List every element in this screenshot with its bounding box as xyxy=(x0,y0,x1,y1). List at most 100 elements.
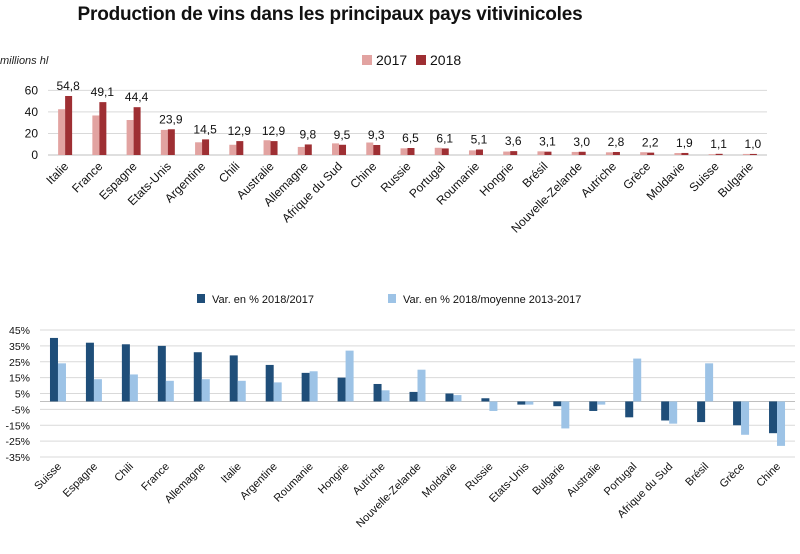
bar-var-moyenne xyxy=(93,379,102,402)
data-label: 1,0 xyxy=(745,137,762,151)
legend-swatch-2017 xyxy=(362,55,372,65)
bar-var-moyenne xyxy=(237,380,246,402)
bar-2018 xyxy=(236,141,244,155)
bar-var-2017 xyxy=(697,401,706,423)
bar-var-2017 xyxy=(157,345,166,402)
legend-label-var-2017: Var. en % 2018/2017 xyxy=(212,294,314,306)
bar-2018 xyxy=(749,153,757,155)
bar-var-moyenne xyxy=(165,380,174,402)
bar-2017 xyxy=(571,151,579,155)
bar-var-2017 xyxy=(553,401,562,407)
bar-2018 xyxy=(715,153,723,155)
bar-var-moyenne xyxy=(273,382,282,402)
bar-2018 xyxy=(133,107,141,155)
data-label: 3,0 xyxy=(573,135,590,149)
data-label: 54,8 xyxy=(56,79,80,93)
y-tick-label: 5% xyxy=(15,389,30,401)
x-tick-label: Roumanie xyxy=(272,461,316,505)
y-tick-label: 45% xyxy=(9,325,30,337)
bar-var-moyenne xyxy=(561,401,570,429)
y-tick-label: 15% xyxy=(9,373,30,385)
legend-swatch-var-2017 xyxy=(197,294,205,303)
bar-var-2017 xyxy=(481,398,490,402)
page-title: Production de vins dans les principaux p… xyxy=(77,4,583,25)
data-label: 1,1 xyxy=(710,137,727,151)
bar-var-moyenne xyxy=(669,401,678,424)
bar-2017 xyxy=(263,140,271,155)
bar-2017 xyxy=(605,152,613,155)
bar-var-2017 xyxy=(733,401,742,426)
bar-2017 xyxy=(126,120,134,155)
bar-2017 xyxy=(229,144,237,155)
bar-2017 xyxy=(537,151,545,155)
data-label: 23,9 xyxy=(159,112,183,126)
bar-var-moyenne xyxy=(201,379,210,402)
bar-2018 xyxy=(167,129,175,155)
bar-2017 xyxy=(434,147,442,155)
bar-var-2017 xyxy=(193,352,202,402)
y-tick-label: 25% xyxy=(9,357,30,369)
bar-2017 xyxy=(160,129,168,155)
bar-var-2017 xyxy=(337,377,346,402)
bar-var-2017 xyxy=(625,401,634,418)
data-label: 5,1 xyxy=(471,133,488,147)
bar-2018 xyxy=(578,151,586,155)
bar-2017 xyxy=(468,150,476,155)
bar-2018 xyxy=(647,152,655,155)
x-tick-label: Chili xyxy=(112,461,136,485)
bar-var-moyenne xyxy=(417,369,426,402)
bar-2017 xyxy=(366,142,374,155)
data-label: 2,8 xyxy=(608,135,625,149)
bar-2018 xyxy=(544,151,552,155)
x-tick-label: Australie xyxy=(565,461,604,500)
bar-var-2017 xyxy=(409,391,418,402)
bar-2018 xyxy=(475,149,483,155)
bar-2017 xyxy=(400,148,408,155)
x-tick-label: Brésil xyxy=(683,461,711,489)
y-tick-label: 0 xyxy=(31,148,38,162)
legend-label-2018: 2018 xyxy=(430,52,461,68)
x-tick-label: Bulgarie xyxy=(530,461,567,498)
data-label: 6,1 xyxy=(436,131,453,145)
bar-var-2017 xyxy=(517,401,526,405)
bar-2018 xyxy=(407,148,415,155)
bar-var-2017 xyxy=(589,401,598,411)
data-label: 3,1 xyxy=(539,135,556,149)
x-tick-label: Hongrie xyxy=(316,461,352,497)
bar-var-moyenne xyxy=(633,358,642,402)
bar-2018 xyxy=(339,144,347,155)
bar-2017 xyxy=(332,143,340,155)
bar-var-2017 xyxy=(229,355,238,402)
bar-var-moyenne xyxy=(705,363,714,402)
y-tick-label: 60 xyxy=(25,83,39,97)
x-tick-label: Nouvelle-Zelande xyxy=(354,461,423,530)
bar-var-moyenne xyxy=(453,395,462,402)
bar-2017 xyxy=(708,154,716,155)
bar-2018 xyxy=(202,139,210,155)
bar-var-2017 xyxy=(661,401,670,421)
bar-2018 xyxy=(681,152,689,155)
legend-swatch-2018 xyxy=(416,55,426,65)
data-label: 12,9 xyxy=(228,124,252,138)
x-tick-label: Russie xyxy=(463,461,495,493)
x-tick-label: Chine xyxy=(754,461,783,490)
bar-var-moyenne xyxy=(129,374,138,402)
bar-2018 xyxy=(270,141,278,155)
bar-var-2017 xyxy=(121,344,130,402)
y-tick-label: -25% xyxy=(5,436,30,448)
data-label: 49,1 xyxy=(91,85,115,99)
bar-var-2017 xyxy=(265,364,274,402)
x-tick-label: France xyxy=(139,461,172,494)
bar-2018 xyxy=(510,151,518,155)
data-label: 44,4 xyxy=(125,90,149,104)
bar-2017 xyxy=(674,153,682,155)
y-tick-label: 35% xyxy=(9,341,30,353)
data-label: 6,5 xyxy=(402,131,419,145)
data-label: 12,9 xyxy=(262,124,286,138)
x-tick-label: Italie xyxy=(219,461,244,486)
bar-var-moyenne xyxy=(309,371,318,402)
bar-2018 xyxy=(65,95,73,155)
x-tick-label: Moldavie xyxy=(420,461,460,501)
bar-2017 xyxy=(58,109,66,155)
